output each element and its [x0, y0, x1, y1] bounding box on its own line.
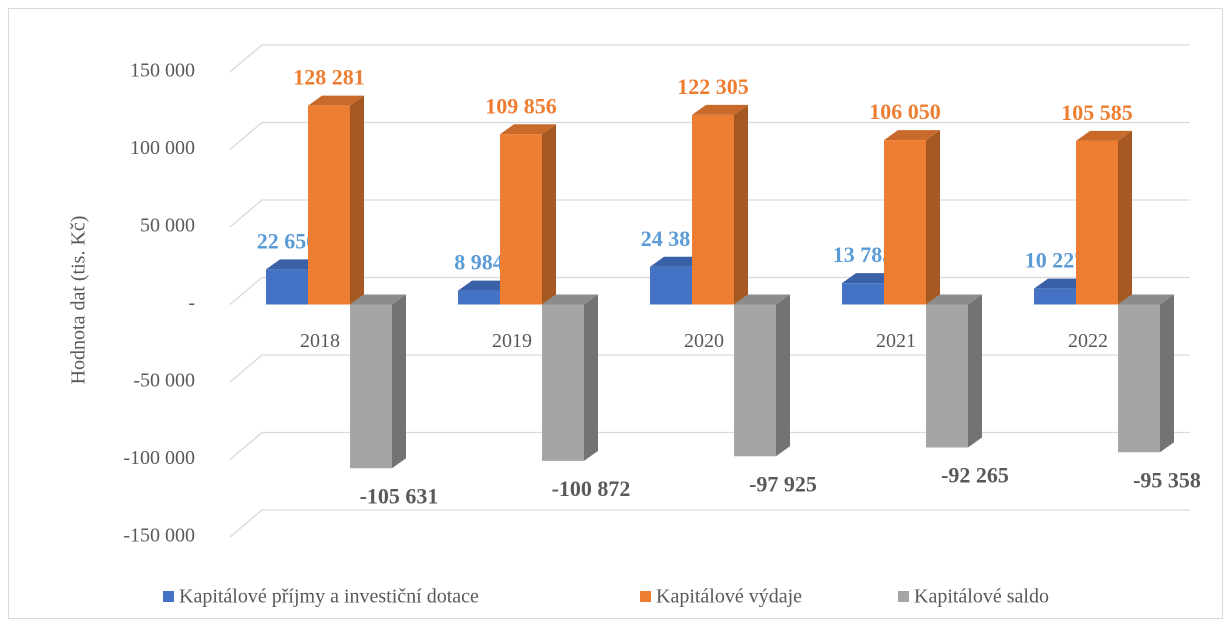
- chart-border: [8, 8, 1223, 619]
- grid-line: [229, 44, 1190, 73]
- y-tick-label: -100 000: [123, 447, 195, 469]
- data-label: -97 925: [749, 471, 817, 496]
- bar-top: [734, 294, 790, 305]
- bar: [308, 105, 350, 305]
- bar-top: [350, 294, 406, 305]
- x-tick-label: 2021: [876, 330, 916, 352]
- x-tick-label: 2019: [492, 330, 532, 352]
- x-tick-label: 2018: [300, 330, 340, 352]
- y-tick-label: 50 000: [140, 215, 195, 237]
- bar: [842, 283, 884, 305]
- legend-label: Kapitálové výdaje: [656, 586, 802, 608]
- data-label: 22 650: [257, 228, 318, 253]
- grid-line: [229, 121, 1190, 150]
- y-tick-label: -50 000: [133, 370, 195, 392]
- y-tick-label: 100 000: [130, 137, 195, 159]
- y-tick-label: 150 000: [130, 60, 195, 82]
- bar-side: [968, 294, 982, 448]
- y-tick-label: -150 000: [123, 525, 195, 547]
- x-tick-label: 2020: [684, 330, 724, 352]
- legend-label: Kapitálové příjmy a investiční dotace: [179, 586, 479, 608]
- x-tick-label: 2022: [1068, 330, 1108, 352]
- bar-top: [926, 294, 982, 305]
- data-label: -95 358: [1133, 467, 1201, 492]
- bar: [1034, 288, 1076, 305]
- bar: [266, 269, 308, 305]
- data-label: 10 227: [1025, 248, 1086, 273]
- grid-line: [229, 431, 1190, 460]
- bar-top: [1118, 294, 1174, 305]
- bar: [734, 304, 776, 457]
- y-axis-label: Hodnota dat (tis. Kč): [68, 216, 90, 385]
- bar: [350, 304, 392, 469]
- bar-side: [734, 104, 748, 305]
- bar-side: [926, 130, 940, 305]
- legend-swatch: [640, 591, 651, 602]
- bar: [884, 140, 926, 305]
- bar-side: [542, 124, 556, 305]
- data-label: 109 856: [485, 93, 557, 118]
- bar: [500, 134, 542, 305]
- data-label: 24 381: [641, 226, 702, 251]
- bar-top: [692, 104, 748, 115]
- y-tick-label: -: [188, 292, 195, 314]
- bar-top: [500, 124, 556, 135]
- bar: [458, 290, 500, 305]
- data-label: 106 050: [869, 99, 941, 124]
- bar: [650, 266, 692, 305]
- bar-top: [308, 95, 364, 106]
- data-label: 13 785: [833, 242, 894, 267]
- bar: [926, 304, 968, 448]
- data-label: -100 872: [552, 476, 631, 501]
- data-label: 105 585: [1061, 100, 1133, 125]
- bar-top: [542, 294, 598, 305]
- bar-side: [1160, 294, 1174, 453]
- bar-top: [884, 130, 940, 141]
- data-label: 8 984: [454, 250, 504, 275]
- grid-line: [229, 354, 1190, 383]
- legend-label: Kapitálové saldo: [914, 586, 1049, 608]
- data-label: -105 631: [360, 483, 439, 508]
- bar-side: [776, 294, 790, 457]
- bar-side: [350, 95, 364, 305]
- bar: [542, 304, 584, 461]
- bar: [1118, 304, 1160, 453]
- bar-side: [392, 294, 406, 469]
- legend-swatch: [898, 591, 909, 602]
- grid-line: [229, 199, 1190, 228]
- grid-line: [229, 509, 1190, 538]
- bar-side: [1118, 130, 1132, 305]
- data-label: -92 265: [941, 463, 1009, 488]
- legend-swatch: [163, 591, 174, 602]
- data-label: 128 281: [293, 65, 365, 90]
- bar: [692, 114, 734, 305]
- bar-side: [584, 294, 598, 461]
- bar-top: [1076, 130, 1132, 141]
- bar: [1076, 140, 1118, 305]
- data-label: 122 305: [677, 74, 749, 99]
